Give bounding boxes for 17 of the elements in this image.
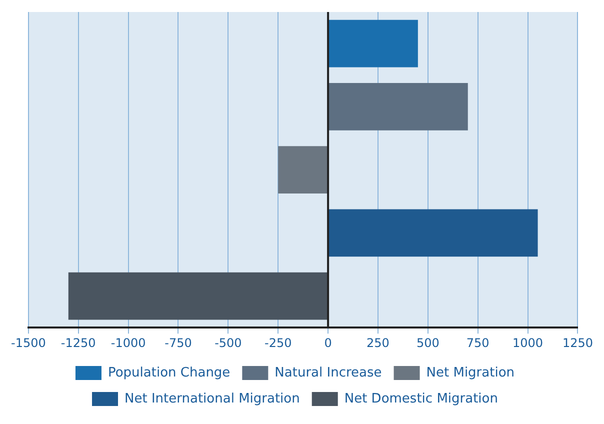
x-tick-label: 500 [416, 336, 440, 350]
x-tick-label: 750 [466, 336, 490, 350]
x-tick-label: -250 [264, 336, 292, 350]
x-tick-label: -500 [214, 336, 242, 350]
legend-label: Natural Increase [274, 365, 382, 380]
x-tick-label: 1000 [512, 336, 544, 350]
legend-label: Population Change [108, 365, 230, 380]
x-tick-label: -750 [164, 336, 192, 350]
x-tick-label: 250 [366, 336, 390, 350]
x-tick-label: -1000 [110, 336, 146, 350]
legend-label: Net Migration [426, 365, 515, 380]
legend-label: Net Domestic Migration [344, 391, 498, 406]
x-tick-label: -1500 [10, 336, 46, 350]
x-tick-label: -1250 [60, 336, 96, 350]
x-tick-label: 0 [324, 336, 332, 350]
legend-label: Net International Migration [124, 391, 300, 406]
x-tick-label: 1250 [562, 336, 594, 350]
